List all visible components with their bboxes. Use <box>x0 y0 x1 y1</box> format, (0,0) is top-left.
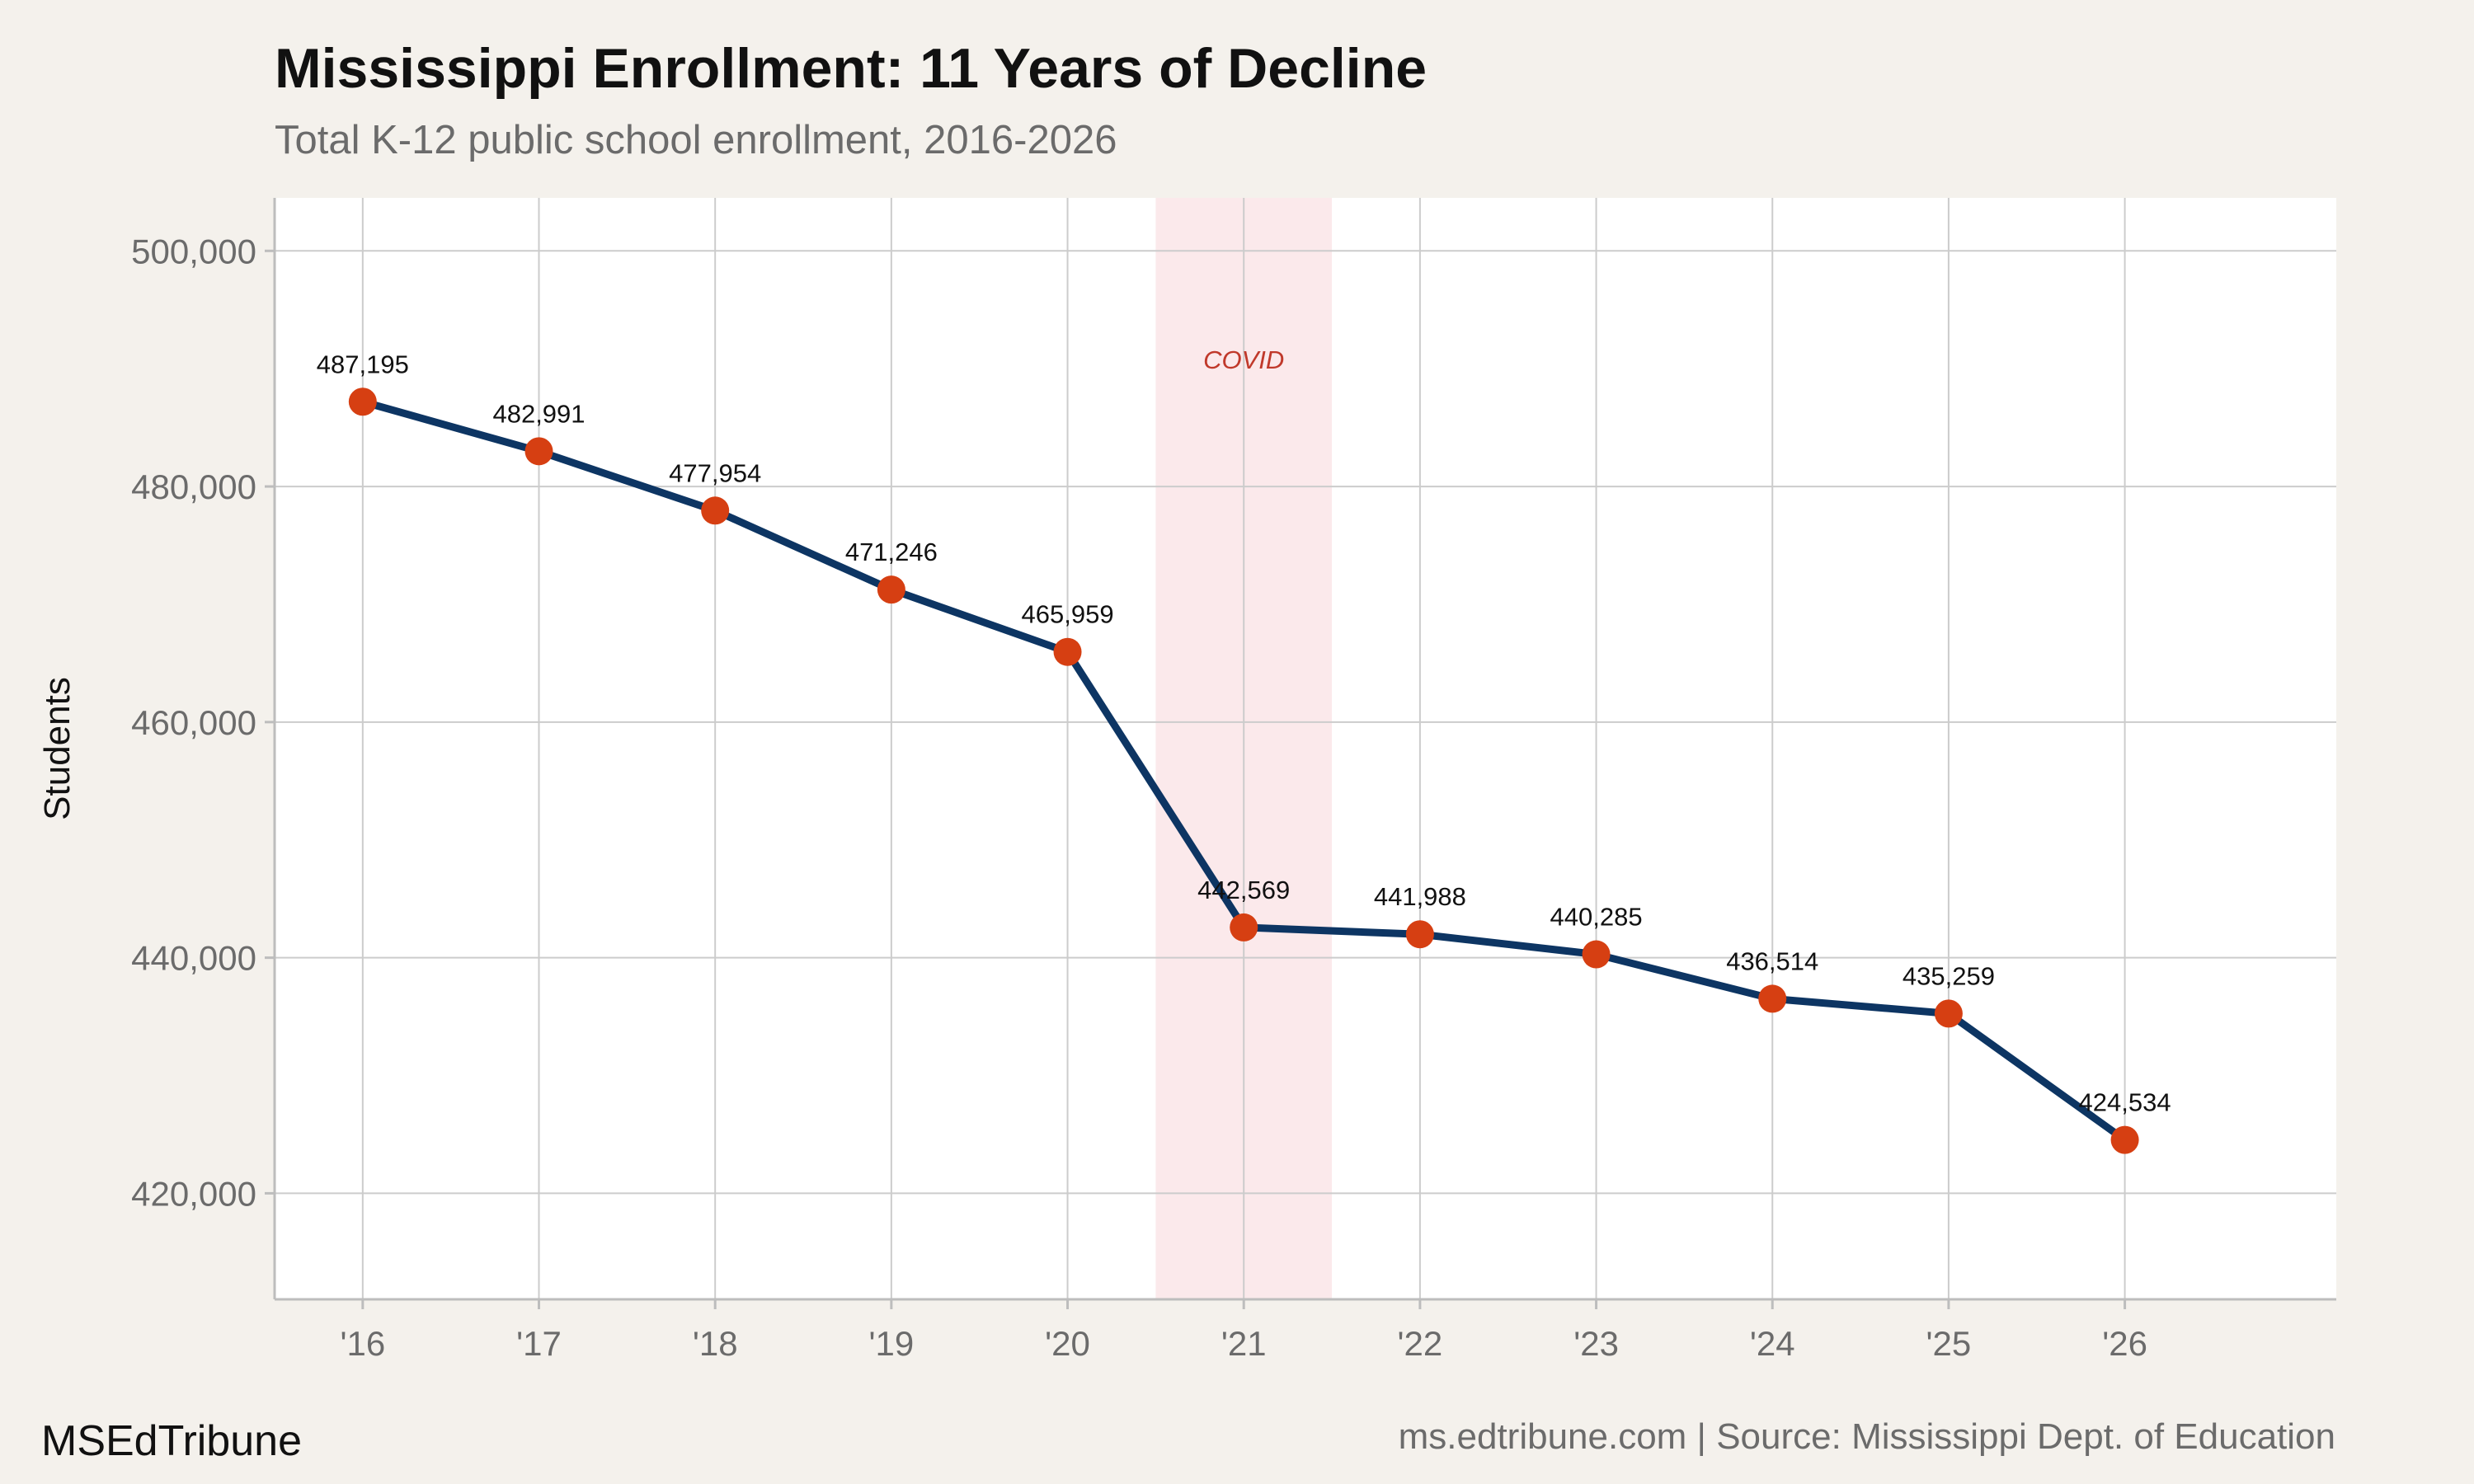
x-tick-label: '17 <box>516 1324 562 1363</box>
data-label: 487,195 <box>317 350 409 378</box>
covid-annotation: COVID <box>1203 345 1284 374</box>
data-point <box>1582 940 1611 969</box>
x-tick-label: '26 <box>2102 1324 2147 1363</box>
data-label: 424,534 <box>2079 1088 2171 1117</box>
axes: 420,000 440,000 460,000 480,000 500,000 '16 '1… <box>131 198 2336 1363</box>
data-label: 435,259 <box>1903 961 1995 990</box>
x-tick-label: '20 <box>1045 1324 1090 1363</box>
data-point <box>877 575 905 604</box>
x-tick-label: '16 <box>340 1324 385 1363</box>
data-label: 482,991 <box>492 399 585 428</box>
y-axis-label: Students <box>37 677 78 820</box>
y-tick-label: 460,000 <box>131 703 256 742</box>
x-tick-label: '23 <box>1573 1324 1619 1363</box>
y-tick-label: 440,000 <box>131 939 256 978</box>
data-point <box>348 387 377 416</box>
data-label: 477,954 <box>669 458 761 487</box>
y-tick-label: 480,000 <box>131 467 256 506</box>
data-point <box>524 437 553 466</box>
data-point <box>1934 999 1963 1028</box>
x-tick-label: '21 <box>1221 1324 1267 1363</box>
brand-name: MSEdTribune <box>41 1417 302 1465</box>
x-tick-label: '19 <box>868 1324 914 1363</box>
y-tick-label: 500,000 <box>131 232 256 270</box>
gridlines <box>275 198 2336 1299</box>
y-tick-label: 420,000 <box>131 1174 256 1213</box>
data-point <box>701 496 730 525</box>
data-point <box>2110 1125 2139 1154</box>
data-point <box>1230 913 1258 942</box>
data-point <box>1053 637 1082 666</box>
data-label: 471,246 <box>845 538 938 566</box>
data-label: 436,514 <box>1726 946 1818 975</box>
data-point <box>1405 920 1434 949</box>
x-tick-label: '25 <box>1926 1324 1972 1363</box>
enrollment-series: 487,195 482,991 477,954 471,246 465,959 442,5… <box>317 350 2171 1154</box>
x-tick-label: '22 <box>1398 1324 1443 1363</box>
chart-title: Mississippi Enrollment: 11 Years of Decl… <box>275 37 1427 100</box>
data-label: 440,285 <box>1550 903 1643 932</box>
data-label: 442,569 <box>1197 876 1290 904</box>
data-label: 465,959 <box>1022 600 1114 629</box>
source-credit: ms.edtribune.com | Source: Mississippi D… <box>1398 1416 2335 1457</box>
x-tick-label: '18 <box>693 1324 738 1363</box>
data-point <box>1758 984 1787 1013</box>
x-tick-label: '24 <box>1750 1324 1795 1363</box>
data-label: 441,988 <box>1374 882 1466 911</box>
chart-subtitle: Total K-12 public school enrollment, 201… <box>275 118 1117 162</box>
